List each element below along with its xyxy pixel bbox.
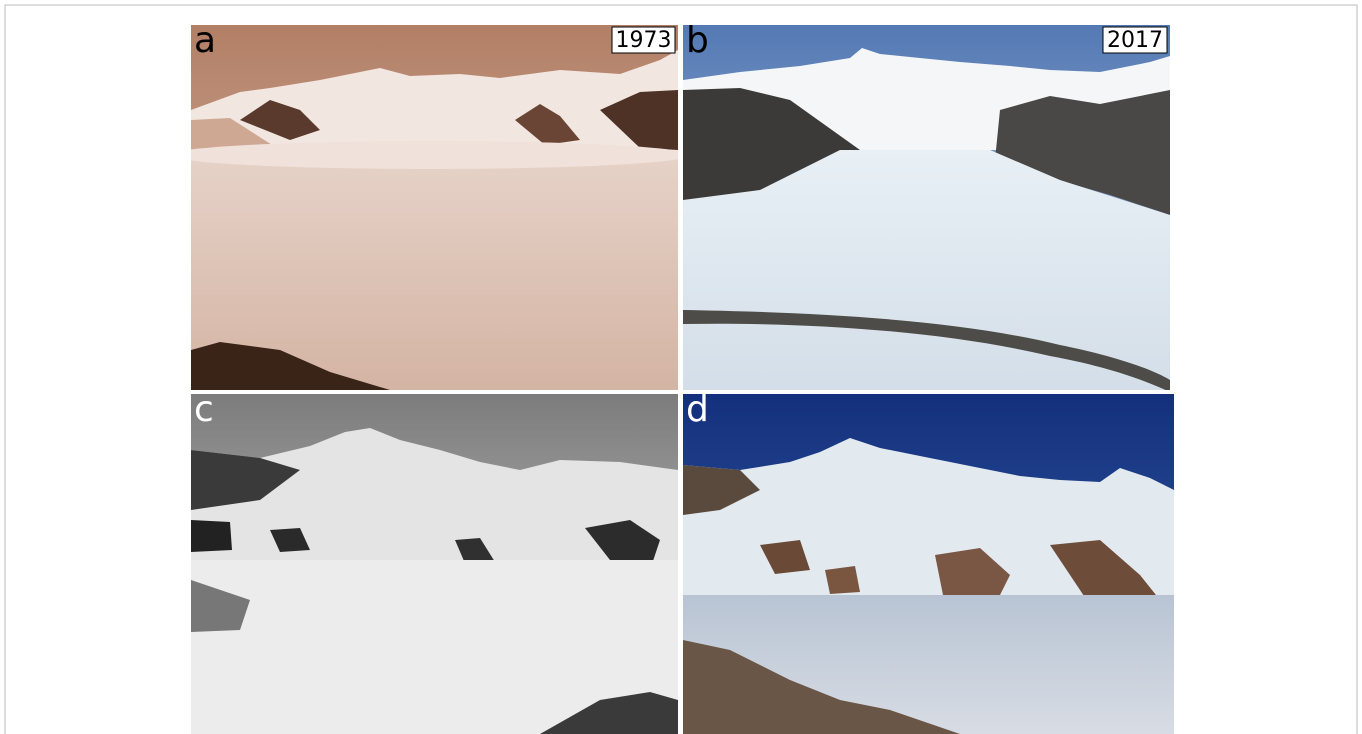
frame — [4, 4, 1358, 734]
year-box — [611, 26, 676, 54]
panel-letter: c — [194, 389, 214, 430]
panel-letter: d — [686, 389, 709, 430]
photo-a — [191, 25, 678, 390]
panel-letter: a — [194, 20, 216, 61]
panel-letter: b — [686, 20, 709, 61]
year-label: 2017 — [1107, 28, 1163, 53]
photo-d — [683, 394, 1174, 734]
photo-b — [683, 25, 1170, 390]
year-box — [1102, 26, 1168, 54]
year-label: 1973 — [616, 28, 672, 53]
photo-c — [191, 394, 678, 734]
